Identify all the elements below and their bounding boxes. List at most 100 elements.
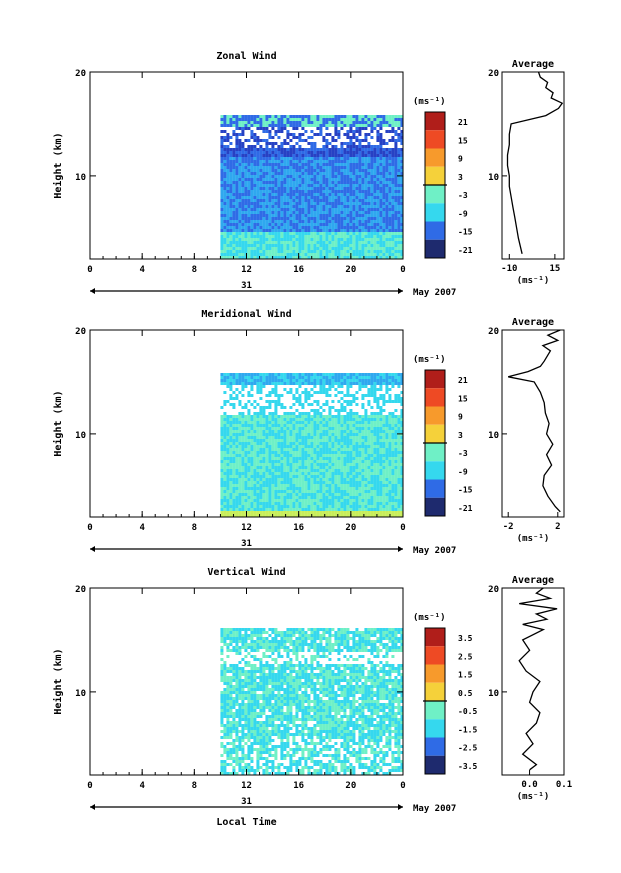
heatmap-cell (361, 169, 365, 172)
heatmap-cell (277, 493, 281, 496)
heatmap-cell (358, 214, 362, 217)
heatmap-cell (253, 220, 257, 223)
heatmap-cell (262, 406, 266, 409)
heatmap-cell (367, 382, 371, 385)
heatmap-cell (283, 226, 287, 229)
heatmap-cell (379, 433, 383, 436)
heatmap-cell (310, 160, 314, 163)
heatmap-cell (301, 415, 305, 418)
heatmap-cell (367, 415, 371, 418)
heatmap-cell (265, 442, 269, 445)
heatmap-cell (319, 238, 323, 241)
heatmap-cell (355, 427, 359, 430)
heatmap-cell (226, 196, 230, 199)
heatmap-cell (286, 181, 290, 184)
heatmap-cell (343, 460, 347, 463)
heatmap-cell (382, 214, 386, 217)
heatmap-cell (391, 223, 395, 226)
heatmap-cell (265, 472, 269, 475)
heatmap-cell (238, 439, 242, 442)
heatmap-cell (223, 496, 227, 499)
heatmap-cell (256, 439, 260, 442)
heatmap-cell (271, 418, 275, 421)
heatmap-cell (379, 208, 383, 211)
heatmap-cell (328, 217, 332, 220)
heatmap-cell (301, 484, 305, 487)
heatmap-cell (310, 193, 314, 196)
heatmap-cell (286, 469, 290, 472)
heatmap-cell (244, 160, 248, 163)
heatmap-cell (349, 226, 353, 229)
heatmap-cell (370, 406, 374, 409)
heatmap-cell (271, 400, 275, 403)
heatmap-cell (253, 118, 257, 121)
heatmap-cell (286, 436, 290, 439)
heatmap-cell (277, 193, 281, 196)
heatmap-cell (316, 250, 320, 253)
heatmap-cell (361, 481, 365, 484)
heatmap-cell (301, 154, 305, 157)
heatmap-cell (319, 421, 323, 424)
heatmap-cell (391, 490, 395, 493)
heatmap-cell (226, 418, 230, 421)
heatmap-cell (241, 448, 245, 451)
heatmap-cell (238, 178, 242, 181)
heatmap-cell (313, 157, 317, 160)
heatmap-cell (259, 199, 263, 202)
heatmap-cell (289, 382, 293, 385)
heatmap-cell (244, 175, 248, 178)
heatmap-cell (334, 427, 338, 430)
heatmap-cell (340, 157, 344, 160)
heatmap-cell (364, 229, 368, 232)
heatmap-cell (355, 187, 359, 190)
heatmap-cell (346, 250, 350, 253)
colorbar-segment (425, 112, 445, 131)
heatmap-cell (328, 409, 332, 412)
heatmap-cell (235, 172, 239, 175)
heatmap-cell (229, 187, 233, 190)
heatmap-cell (379, 148, 383, 151)
heatmap-cell (301, 256, 305, 259)
heatmap-cell (322, 241, 326, 244)
heatmap-cell (397, 136, 401, 139)
heatmap-cell (367, 151, 371, 154)
heatmap-cell (244, 250, 248, 253)
heatmap-cell (397, 490, 401, 493)
heatmap-cell (220, 139, 224, 142)
heatmap-cell (241, 433, 245, 436)
heatmap-cell (286, 196, 290, 199)
heatmap-cell (307, 442, 311, 445)
heatmap-cell (352, 169, 356, 172)
heatmap-cell (295, 433, 299, 436)
heatmap-cell (334, 184, 338, 187)
heatmap-cell (298, 220, 302, 223)
heatmap-cell (370, 178, 374, 181)
heatmap-cell (226, 373, 230, 376)
heatmap-cell (328, 454, 332, 457)
heatmap-cell (388, 238, 392, 241)
heatmap-cell (241, 175, 245, 178)
heatmap-cell (349, 490, 353, 493)
heatmap-cell (259, 175, 263, 178)
heatmap-cell (367, 232, 371, 235)
heatmap-cell (388, 157, 392, 160)
heatmap-cell (382, 403, 386, 406)
heatmap-cell (334, 199, 338, 202)
profile-x-tick-label: -10 (501, 264, 517, 274)
heatmap-cell (307, 121, 311, 124)
heatmap-cell (379, 376, 383, 379)
heatmap-cell (349, 181, 353, 184)
heatmap-cell (328, 421, 332, 424)
heatmap-cell (373, 256, 377, 259)
heatmap-cell (382, 178, 386, 181)
heatmap-cell (331, 487, 335, 490)
heatmap-cell (298, 256, 302, 259)
heatmap-cell (280, 382, 284, 385)
heatmap-cell (220, 178, 224, 181)
heatmap-cell (271, 238, 275, 241)
heatmap-cell (358, 121, 362, 124)
heatmap-cell (313, 202, 317, 205)
heatmap-cell (358, 475, 362, 478)
heatmap-cell (274, 475, 278, 478)
heatmap-cell (286, 475, 290, 478)
